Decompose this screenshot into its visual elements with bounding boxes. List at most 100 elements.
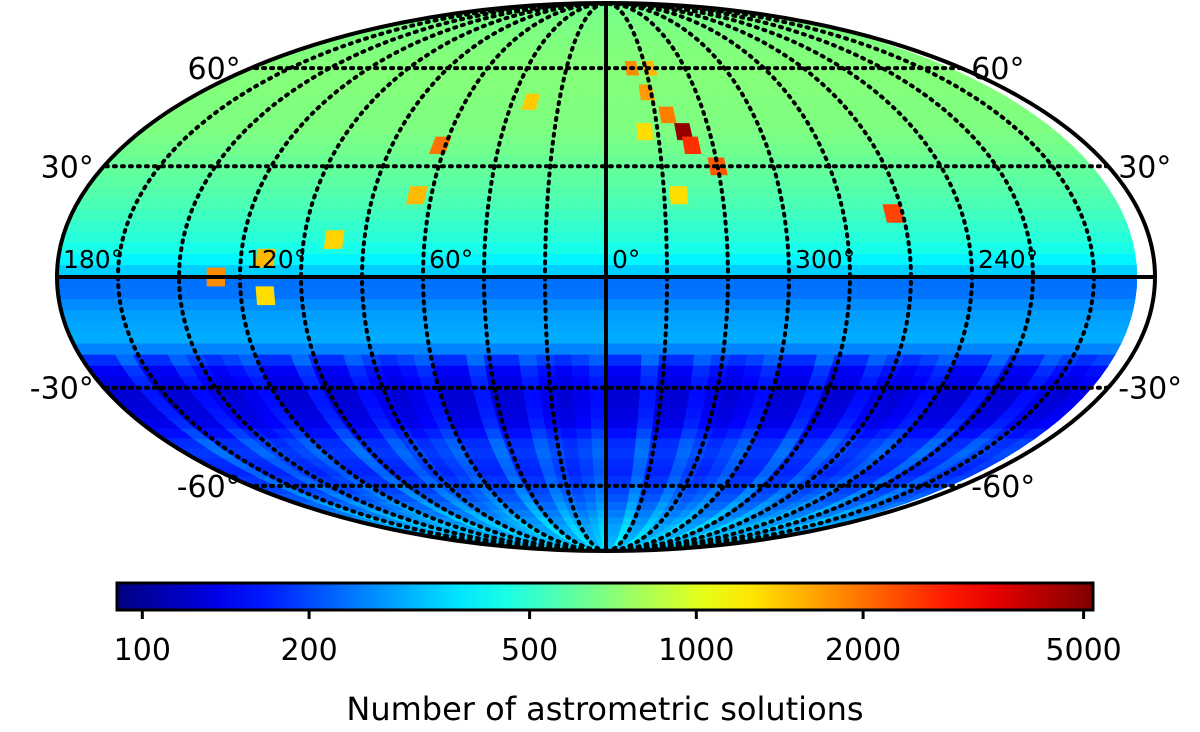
heatmap-cell: [484, 176, 505, 189]
heatmap-cell: [557, 408, 576, 420]
latitude-label-left: -30°: [30, 372, 94, 407]
heatmap-cell: [499, 343, 519, 356]
heatmap-cell: [339, 343, 362, 356]
heatmap-cell: [659, 310, 680, 323]
heatmap-cell: [605, 114, 622, 126]
heatmap-cell: [751, 287, 772, 300]
heatmap-cell: [372, 209, 394, 222]
heatmap-cell: [78, 310, 102, 323]
heatmap-cell: [1092, 310, 1116, 323]
heatmap-cell: [795, 187, 818, 200]
heatmap-cell: [711, 332, 732, 345]
heatmap-cell: [816, 198, 838, 211]
heatmap-cell: [838, 220, 860, 233]
heatmap-cell: [1074, 231, 1097, 244]
heatmap-cell: [386, 299, 407, 312]
heatmap-cell: [733, 144, 755, 157]
colorbar-tick-label: 2000: [825, 633, 901, 668]
heatmap-cell: [566, 76, 582, 87]
heatmap-cell: [907, 332, 929, 345]
heatmap-cell: [334, 321, 356, 334]
heatmap-cell: [548, 448, 566, 460]
heatmap-cell: [206, 231, 228, 244]
heatmap-cell: [646, 448, 664, 460]
latitude-label-right: -30°: [1118, 372, 1182, 407]
heatmap-cell: [546, 104, 564, 116]
longitude-label: 120°: [246, 245, 306, 274]
heatmap-cell: [860, 254, 881, 267]
colorbar-tick-label: 100: [114, 633, 171, 668]
heatmap-cell: [605, 458, 621, 469]
heatmap-cell: [535, 187, 555, 200]
heatmap-cell: [1061, 287, 1082, 300]
heatmap-cell: [696, 242, 716, 255]
heatmap-cell: [653, 144, 673, 157]
heatmap-cell: [298, 220, 320, 233]
heatmap-cell: [932, 299, 953, 312]
heatmap-cell: [910, 321, 932, 334]
heatmap-cell: [713, 231, 734, 244]
heatmap-cell: [166, 254, 187, 267]
heatmap-cell: [539, 144, 559, 157]
heatmap-cell: [551, 321, 571, 334]
heatmap-cell: [1025, 287, 1046, 300]
heatmap-cell: [818, 332, 840, 345]
heatmap-cell: [651, 124, 670, 136]
heatmap-cell: [749, 231, 770, 244]
heatmap-cell: [732, 242, 753, 255]
heatmap-cell: [405, 231, 426, 244]
heatmap-cell: [572, 397, 591, 410]
heatmap-cell: [724, 176, 745, 189]
heatmap-cell: [642, 254, 662, 267]
heatmap-cell: [714, 287, 735, 300]
heatmap-cell: [981, 321, 1004, 334]
latitude-label-left: 30°: [41, 150, 94, 185]
heatmap-cell: [482, 354, 503, 367]
heatmap-cell: [640, 187, 660, 200]
heatmap-cell: [668, 408, 687, 420]
heatmap-cell: [1074, 310, 1097, 323]
heatmap-cell: [558, 124, 577, 136]
heatmap-cell: [441, 299, 462, 312]
heatmap-cell: [507, 144, 527, 157]
heatmap-cell: [278, 310, 300, 323]
heatmap-cell: [569, 220, 589, 233]
heatmap-cell: [463, 343, 484, 356]
heatmap-cell: [131, 242, 153, 255]
heatmap-cell: [836, 209, 858, 222]
heatmap-cell: [514, 242, 534, 255]
heatmap-cell: [1116, 254, 1137, 267]
heatmap-cell: [824, 287, 845, 300]
heatmap-cell: [568, 287, 589, 300]
heatmap-cell: [75, 287, 96, 300]
heatmap-cell: [621, 144, 640, 157]
heatmap-cell: [509, 408, 529, 420]
heatmap-cell: [552, 354, 572, 367]
heatmap-cell: [621, 134, 639, 146]
heatmap-cell: [605, 365, 624, 378]
heatmap-cell: [490, 397, 511, 410]
heatmap-cell: [559, 114, 577, 126]
heatmap-cell: [952, 287, 973, 300]
heatmap-cell: [280, 220, 302, 233]
heatmap-cell: [550, 287, 570, 300]
heatmap-cell: [312, 254, 333, 267]
heatmap-cell: [694, 209, 714, 222]
heatmap-cell: [660, 299, 680, 312]
heatmap-cell: [444, 209, 465, 222]
heatmap-cell: [713, 220, 733, 233]
heatmap-cell: [651, 418, 670, 430]
heatmap-cell: [296, 310, 318, 323]
heatmap-cell: [265, 209, 288, 222]
heatmap-cell: [569, 332, 589, 345]
heatmap-cell: [262, 321, 285, 334]
heatmap-cell: [669, 397, 689, 410]
heatmap-cell: [357, 198, 379, 211]
heatmap-cell: [590, 104, 607, 116]
heatmap-cell: [605, 124, 623, 136]
heatmap-cell: [986, 299, 1008, 312]
heatmap-cell: [394, 354, 417, 367]
heatmap-cell: [894, 310, 916, 323]
heatmap-cell: [690, 365, 711, 378]
heatmap-cell: [551, 209, 571, 222]
